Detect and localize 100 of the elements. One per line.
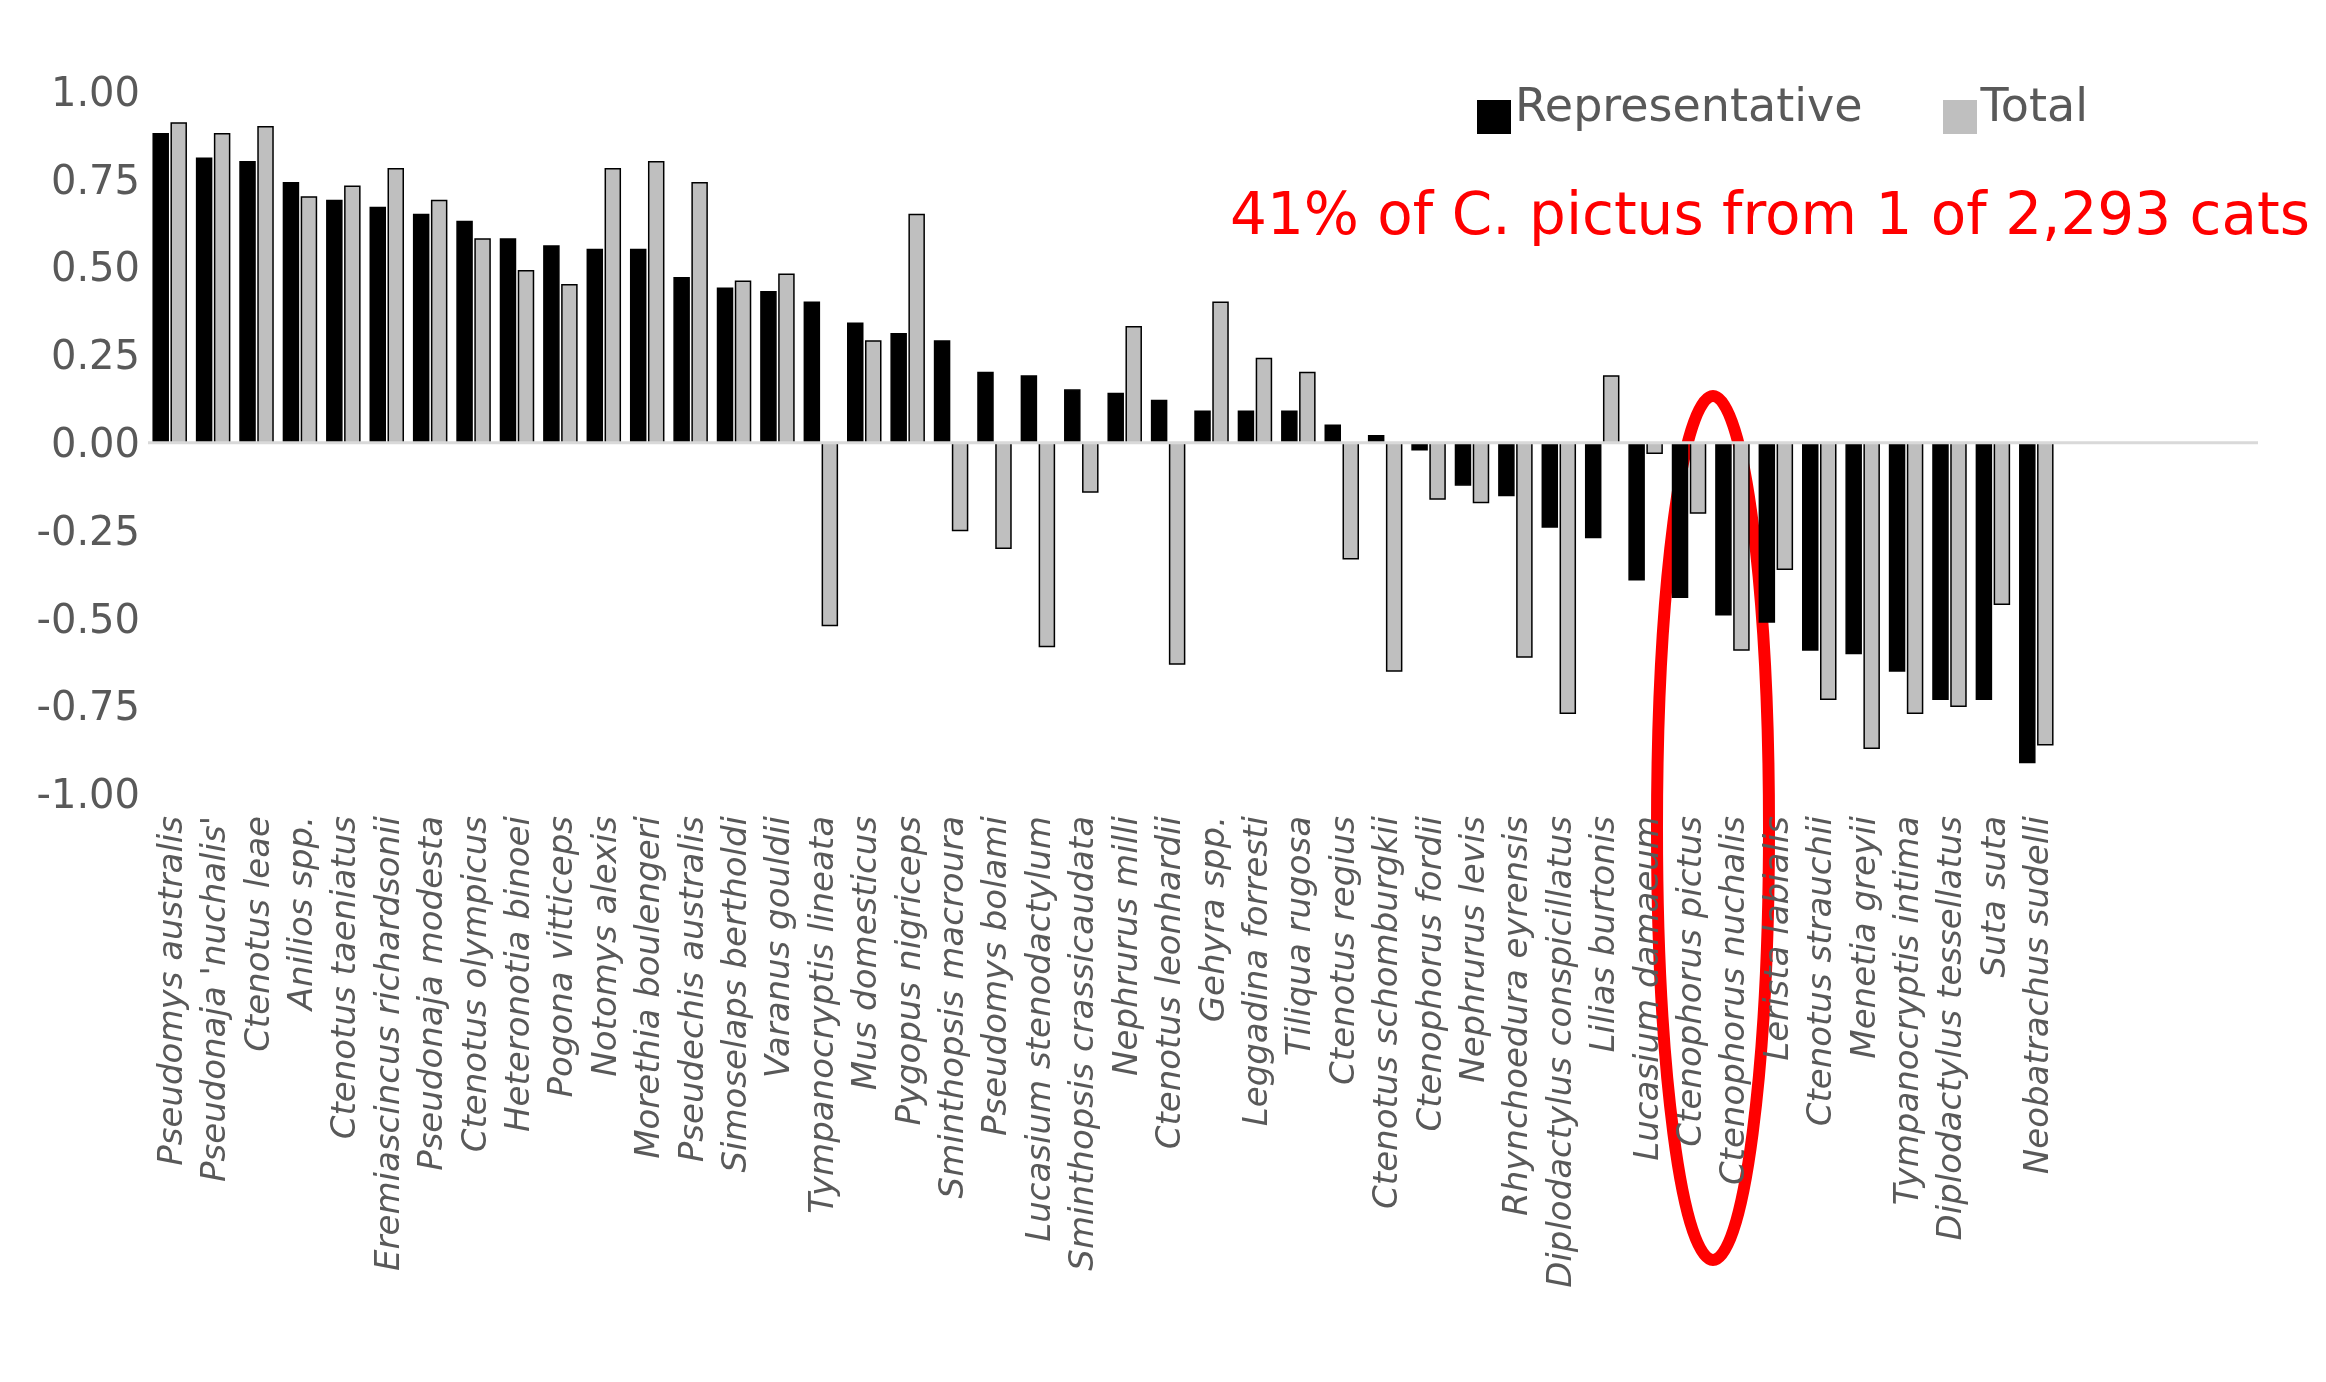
bar [647,161,665,444]
bar [1671,442,1689,599]
bar [604,168,622,444]
bar [412,213,430,444]
x-tick-label: Diplodactylus conspicillatus [1538,816,1579,1288]
x-tick-label: Anilios spp. [279,816,320,1013]
x-tick-label: Pseudechis australis [670,816,711,1163]
legend-label: Total [1980,78,2088,132]
y-tick-label: 1.00 [50,68,140,115]
bar [1064,389,1081,444]
x-tick-label: Ctenotus leae [236,816,277,1052]
x-tick-label: Pseudonaja 'nuchalis' [193,816,234,1183]
y-tick-label: 0.25 [50,332,140,379]
legend-label: Representative [1514,78,1863,132]
x-tick-label: Ctenophorus pictus [1669,816,1710,1147]
bar [1385,442,1403,672]
bar [300,196,318,444]
bar [951,442,969,532]
x-tick-label: Simoselaps bertholdi [714,815,755,1173]
bar [369,206,386,444]
bar [734,280,752,444]
x-tick-label: Nephrurus milli [1104,815,1145,1076]
bar [213,132,231,444]
x-tick-label: Ctenotus olympicus [453,816,494,1153]
bar [1342,442,1359,560]
x-tick-label: Lucasium stenodactylum [1017,816,1058,1242]
bar [586,248,604,444]
y-tick-label: 0.50 [50,244,140,291]
bar [1584,442,1602,539]
x-tick-label: Mus domesticus [844,816,885,1091]
bar [803,301,821,444]
bar [1776,442,1794,570]
bar [977,371,994,444]
bar [1255,357,1273,444]
bar [517,269,535,444]
x-tick-label: Suta suta [1972,816,2013,978]
x-tick-label: Lerista labialis [1755,816,1796,1061]
x-tick-label: Neobatrachus sudelli [2016,815,2057,1175]
x-tick-label: Lucasium damaeum [1625,816,1666,1161]
bar [1541,442,1559,528]
x-tick-label: Tiliqua rugosa [1278,816,1319,1057]
bar [195,157,213,444]
x-tick-label: Pseudomys bolami [974,815,1015,1137]
x-tick-label: Pseudomys australis [149,816,190,1166]
bar [716,287,734,444]
bar [1975,442,1993,700]
x-tick-label: Rhynchoedura eyrensis [1495,816,1536,1216]
x-tick-label: Tympanocryptis intima [1886,816,1927,1206]
bar [1150,399,1168,444]
x-tick-label: Ctenotus schomburgkii [1365,815,1406,1209]
x-tick-label: Varanus gouldii [757,815,798,1079]
x-tick-label: Lilias burtonis [1582,816,1623,1053]
bar [282,182,300,444]
bar [1082,442,1099,493]
bar [1038,442,1056,648]
y-tick-label: -1.00 [36,771,140,818]
x-tick-label: Nephrurus levis [1451,816,1492,1083]
bar [995,442,1012,549]
bar [1472,442,1490,504]
y-tick-label: -0.25 [36,507,140,554]
x-tick-label: Notomys alexis [583,816,624,1077]
x-tick-label: Menetia greyii [1842,815,1883,1059]
bar [1906,442,1924,714]
bar [933,340,951,444]
bar [821,442,839,627]
x-tick-label: Leggadina forresti [1234,815,1275,1127]
annotation: 41% of C. pictus from 1 of 2,293 cats [1230,180,2310,248]
x-tick-label: Heteronotia binoei [496,815,537,1133]
y-tick-label: 0.00 [50,419,140,466]
bar [1888,442,1906,672]
x-tick-label: Gehyra spp. [1191,816,1232,1023]
bar [1993,442,2011,606]
x-tick-label: Ctenophorus nuchalis [1712,816,1753,1186]
x-tick-label: Pygopus nigriceps [887,816,928,1126]
bar [1602,375,1620,444]
x-tick-label: Ctenotus regius [1321,816,1362,1085]
bar [1758,442,1776,623]
y-tick-label: 0.75 [50,156,140,203]
y-tick-label: -0.75 [36,683,140,730]
bar [1454,442,1472,486]
bar [1020,375,1038,444]
x-tick-label: Ctenotus strauchii [1799,815,1840,1127]
x-tick-label: Ctenotus leonhardii [1148,815,1189,1150]
bar [1168,442,1186,665]
x-tick-label: Ctenophorus fordii [1408,815,1449,1132]
x-tick-label: Tympanocryptis lineata [800,816,841,1214]
bar [387,168,404,444]
bar [1689,442,1707,514]
bar [1559,442,1577,714]
x-tick-label: Ctenotus taeniatus [323,816,364,1140]
x-tick-label: Sminthopsis macroura [931,816,972,1199]
y-tick-label: -0.50 [36,595,140,642]
x-tick-label: Eremiascincus richardsonii [366,815,407,1271]
bar [629,248,647,444]
x-tick-label: Sminthopsis crassicaudata [1061,816,1102,1271]
x-tick-label: Pseudonaja modesta [410,816,451,1171]
bar [1237,410,1255,444]
x-tick-label: Diplodactylus tessellatus [1929,816,1970,1241]
bar [499,238,517,444]
x-tick-label: Morethia boulengeri [627,815,668,1159]
